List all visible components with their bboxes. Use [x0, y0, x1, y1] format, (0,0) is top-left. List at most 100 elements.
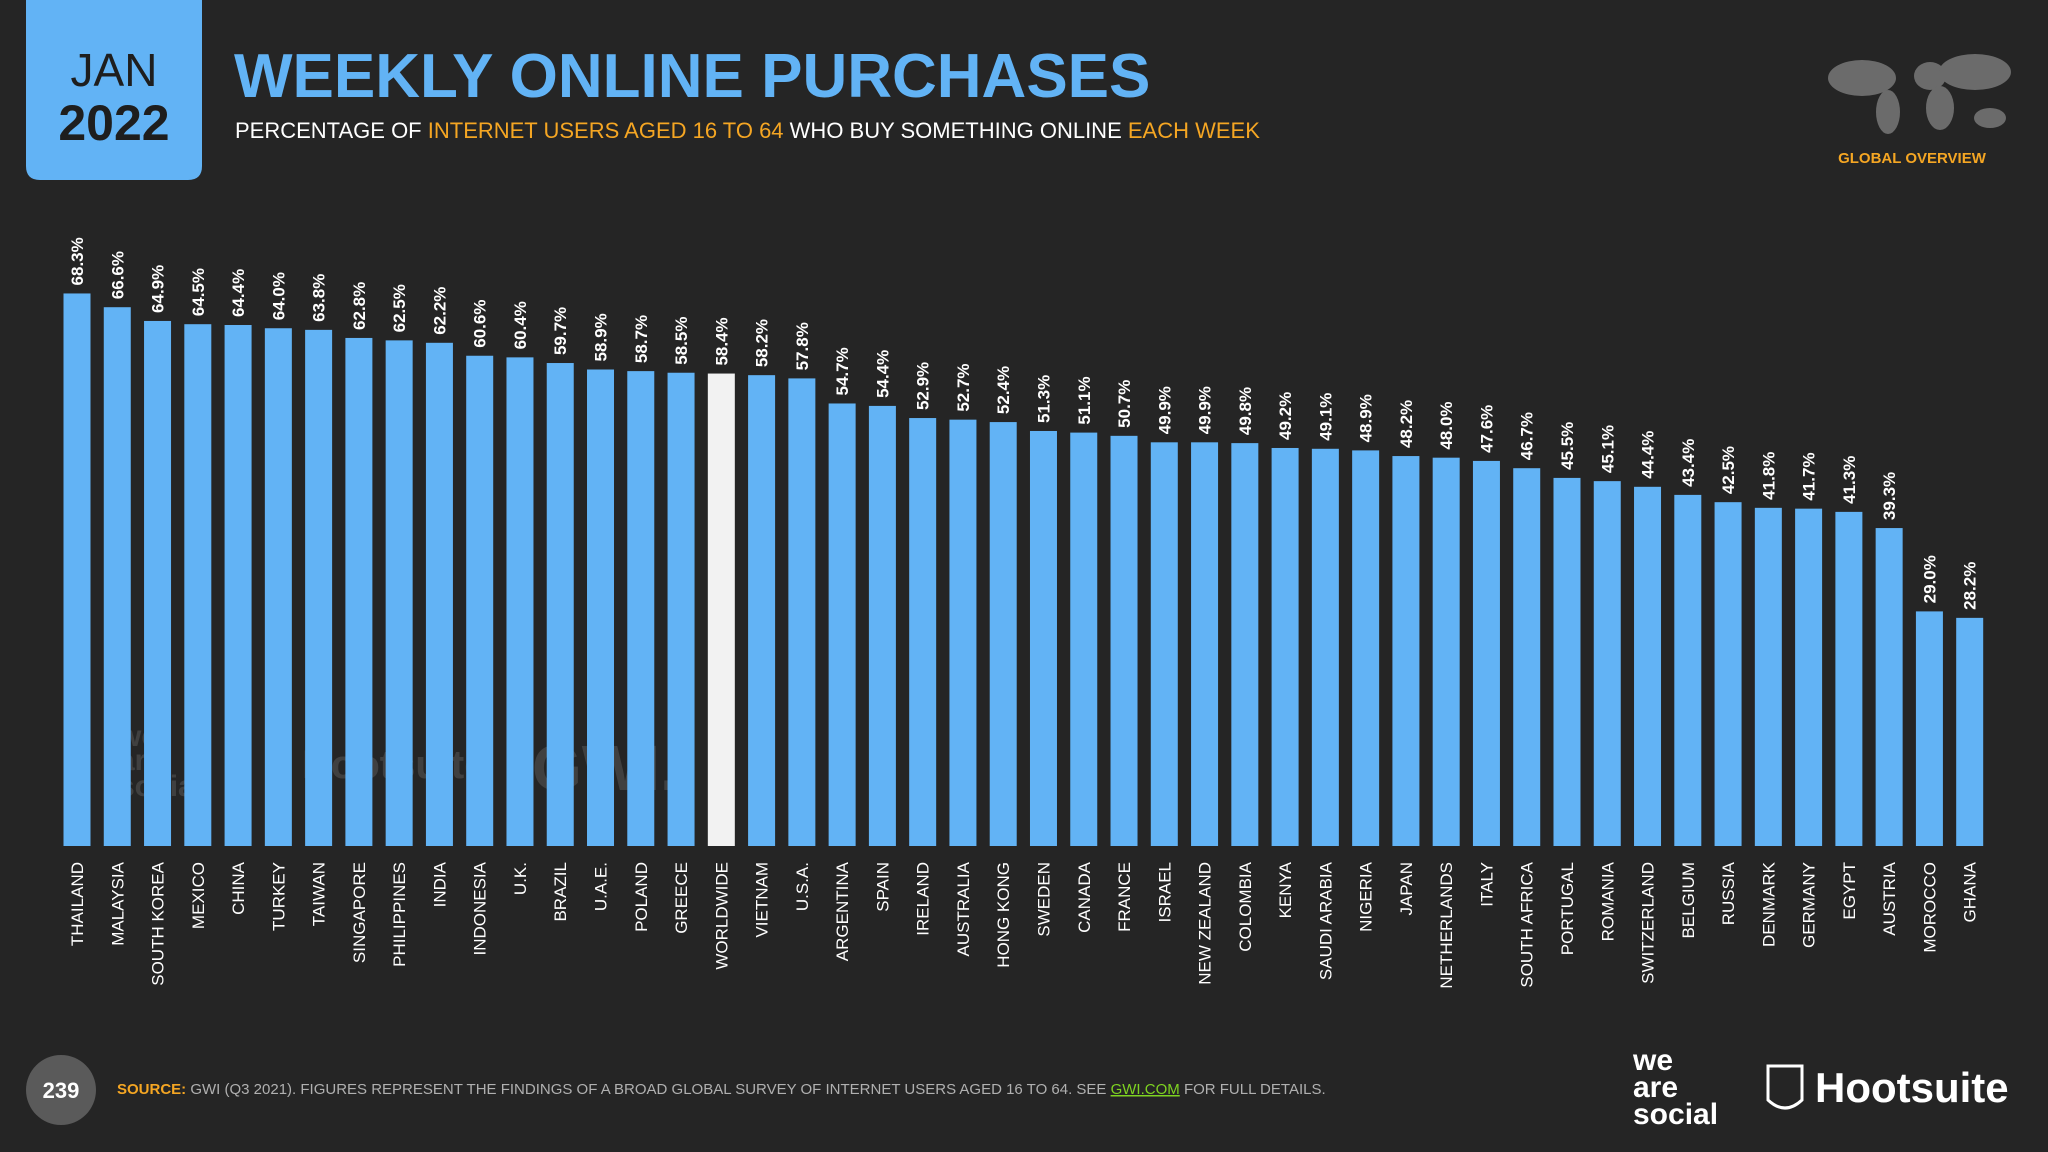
value-label: 52.7% — [954, 363, 973, 411]
logo-text: we — [1632, 1044, 1673, 1077]
bar — [1956, 617, 1984, 846]
world-map — [1828, 54, 2011, 134]
category-label: PHILIPPINES — [390, 862, 409, 967]
value-label: 54.4% — [873, 350, 892, 398]
value-label: 60.6% — [471, 300, 490, 348]
value-label: 41.7% — [1800, 452, 1819, 500]
bar — [1311, 448, 1339, 846]
value-label: 45.5% — [1558, 422, 1577, 470]
category-label: COLOMBIA — [1236, 861, 1255, 951]
category-label: ROMANIA — [1598, 861, 1617, 941]
category-label: TURKEY — [269, 862, 288, 931]
value-label: 59.7% — [551, 307, 570, 355]
date-box — [26, 0, 202, 180]
category-label: WORLDWIDE — [712, 862, 731, 970]
bar — [1392, 456, 1420, 846]
category-label: GERMANY — [1800, 862, 1819, 948]
value-label: 62.5% — [390, 284, 409, 332]
category-label: KENYA — [1276, 861, 1295, 918]
category-label: ARGENTINA — [833, 861, 852, 961]
category-label: NEW ZEALAND — [1196, 862, 1215, 985]
subtitle-highlight: INTERNET USERS AGED 16 TO 64 — [428, 118, 784, 143]
source-label: SOURCE: — [117, 1081, 186, 1098]
subtitle-highlight: EACH WEEK — [1128, 118, 1260, 143]
value-label: 29.0% — [1920, 555, 1939, 603]
value-label: 58.5% — [672, 317, 691, 365]
bar — [828, 403, 856, 846]
bar — [1472, 460, 1500, 846]
date-month: JAN — [71, 44, 158, 96]
category-label: U.S.A. — [793, 862, 812, 911]
chart-title: WEEKLY ONLINE PURCHASES — [234, 42, 1150, 111]
bar — [989, 422, 1017, 846]
value-label: 64.5% — [189, 268, 208, 316]
value-label: 58.4% — [712, 317, 731, 365]
value-label: 64.0% — [269, 272, 288, 320]
value-label: 62.2% — [430, 287, 449, 335]
value-label: 51.1% — [1075, 376, 1094, 424]
category-label: BELGIUM — [1679, 862, 1698, 939]
category-label: NIGERIA — [1357, 861, 1376, 932]
bar — [385, 340, 413, 846]
category-label: MOROCCO — [1920, 862, 1939, 953]
bar — [1795, 508, 1823, 846]
category-label: U.A.E. — [592, 862, 611, 911]
bar — [1432, 457, 1460, 846]
logo-hootsuite: Hootsuite — [1815, 1064, 2009, 1111]
category-label: INDIA — [430, 861, 449, 907]
bar — [909, 418, 937, 846]
page-number: 239 — [43, 1078, 80, 1103]
value-label: 51.3% — [1034, 375, 1053, 423]
subtitle: PERCENTAGE OF INTERNET USERS AGED 16 TO … — [235, 118, 1260, 143]
category-label: SAUDI ARABIA — [1316, 861, 1335, 980]
category-label: TAIWAN — [310, 862, 329, 926]
value-label: 64.9% — [149, 265, 168, 313]
bar — [103, 307, 131, 846]
category-label: AUSTRIA — [1880, 861, 1899, 935]
category-label: ITALY — [1477, 862, 1496, 907]
value-label: 54.7% — [833, 347, 852, 395]
value-label: 45.1% — [1598, 425, 1617, 473]
bar — [587, 369, 615, 846]
category-label: NETHERLANDS — [1437, 862, 1456, 989]
value-label: 28.2% — [1961, 562, 1980, 610]
value-label: 52.9% — [914, 362, 933, 410]
bar — [1754, 507, 1782, 846]
hootsuite-icon — [1766, 1064, 1804, 1110]
category-label: IRELAND — [914, 862, 933, 936]
bar — [345, 337, 373, 846]
bar — [1714, 502, 1742, 846]
value-label: 44.4% — [1639, 431, 1658, 479]
category-label: SPAIN — [873, 862, 892, 912]
bar — [1352, 450, 1380, 846]
bar — [63, 293, 91, 846]
bar — [1150, 442, 1178, 846]
bar — [506, 357, 534, 846]
value-label: 48.2% — [1397, 400, 1416, 448]
bar — [264, 328, 292, 846]
category-label: PORTUGAL — [1558, 862, 1577, 955]
bar — [1513, 468, 1541, 846]
subtitle-part: WHO BUY SOMETHING ONLINE — [790, 118, 1122, 143]
bar — [425, 342, 453, 846]
category-label: MALAYSIA — [108, 861, 127, 945]
value-label: 42.5% — [1719, 446, 1738, 494]
bar — [667, 372, 695, 846]
bar — [748, 375, 776, 846]
category-label: SOUTH AFRICA — [1518, 861, 1537, 987]
bar — [1553, 477, 1581, 846]
logo-wearesocial: we are social — [1632, 1044, 1718, 1131]
logo-text: social — [1633, 1098, 1718, 1131]
value-label: 39.3% — [1880, 472, 1899, 520]
category-label: VIETNAM — [753, 862, 772, 938]
value-label: 58.7% — [632, 315, 651, 363]
bar — [1835, 511, 1863, 846]
value-label: 48.9% — [1357, 394, 1376, 442]
plot: 68.3% THAILAND 66.6% MALAYSIA 64.9% SOUTH KOR… — [63, 237, 1984, 989]
page-badge — [26, 1055, 96, 1125]
category-label: SWEDEN — [1034, 862, 1053, 937]
bar — [1231, 443, 1259, 846]
value-label: 64.4% — [229, 269, 248, 317]
